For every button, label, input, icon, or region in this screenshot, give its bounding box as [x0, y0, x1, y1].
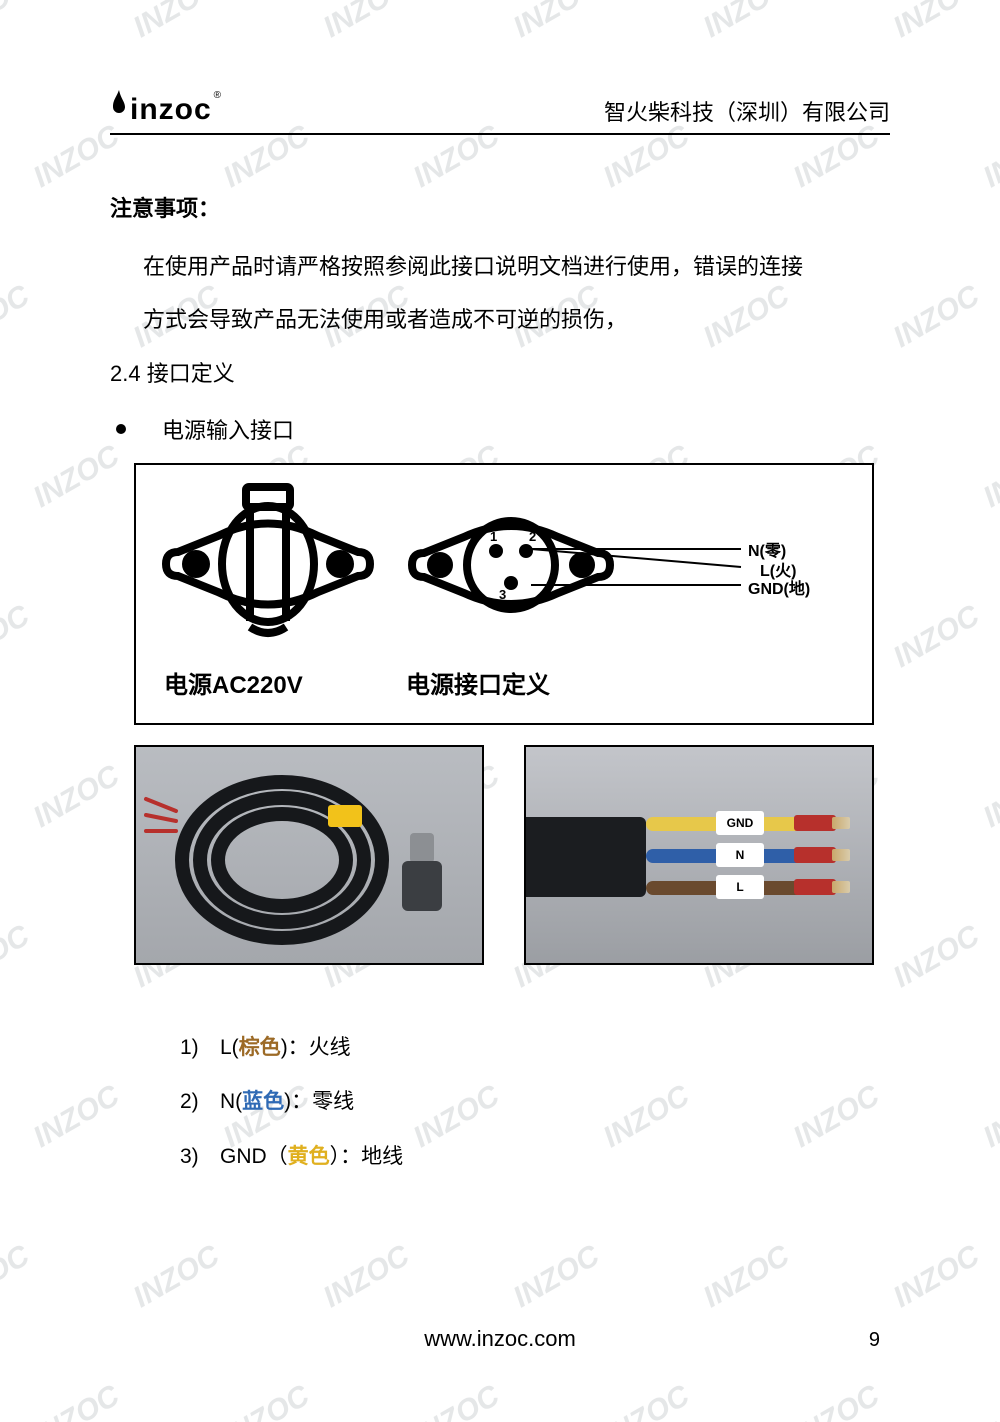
wire-tip — [794, 847, 836, 863]
bullet-label: 电源输入接口 — [162, 413, 294, 445]
cable-trunk — [526, 817, 646, 897]
list-item: 1)L(棕色)：火线 — [180, 1021, 890, 1076]
list-text: GND（黄色）：地线 — [220, 1130, 403, 1185]
photo-cable-coil — [134, 745, 484, 965]
page-header: inzoc® 智火柴科技（深圳）有限公司 — [110, 90, 890, 135]
leader-lines — [531, 535, 761, 625]
list-number: 1) — [180, 1021, 220, 1076]
svg-text:3: 3 — [499, 587, 506, 602]
page-number: 9 — [869, 1329, 880, 1352]
list-text: L(棕色)：火线 — [220, 1021, 351, 1076]
list-item: 3)GND（黄色）：地线 — [180, 1130, 890, 1185]
footer-url: www.inzoc.com — [0, 1326, 1000, 1352]
wire-tip — [794, 815, 836, 831]
brand-logo: inzoc® — [110, 90, 222, 127]
notice-para-1: 在使用产品时请严格按照参阅此接口说明文档进行使用，错误的连接 — [110, 243, 890, 291]
registered-icon: ® — [214, 90, 222, 101]
company-name: 智火柴科技（深圳）有限公司 — [604, 95, 890, 127]
list-number: 3) — [180, 1130, 220, 1185]
notice-title: 注意事项： — [110, 185, 890, 233]
list-text: N(蓝色)：零线 — [220, 1075, 354, 1130]
svg-text:1: 1 — [490, 529, 497, 544]
pin-label-g: GND(地) — [748, 575, 810, 599]
notice-para-2: 方式会导致产品无法使用或者造成不可逆的损伤， — [110, 296, 890, 344]
color-word: 黄色 — [288, 1145, 330, 1168]
logo-text: inzoc — [130, 93, 212, 126]
wire-label-n: N — [716, 843, 764, 867]
diagram-left-caption: 电源AC220V — [164, 665, 303, 700]
diagram-right-caption: 电源接口定义 — [406, 665, 550, 700]
page-content: inzoc® 智火柴科技（深圳）有限公司 注意事项： 在使用产品时请严格按照参阅… — [0, 0, 1000, 1234]
photo-wire-ends: GND N L — [524, 745, 874, 965]
photos-row: GND N L — [134, 745, 890, 965]
connector-side-icon — [158, 481, 378, 651]
color-word: 棕色 — [239, 1036, 281, 1059]
wire-label-l: L — [716, 875, 764, 899]
color-word: 蓝色 — [242, 1090, 284, 1113]
list-item: 2)N(蓝色)：零线 — [180, 1075, 890, 1130]
wire-tip — [794, 879, 836, 895]
lead-tips-icon — [142, 791, 202, 841]
list-number: 2) — [180, 1075, 220, 1130]
body-text: 注意事项： 在使用产品时请严格按照参阅此接口说明文档进行使用，错误的连接 方式会… — [110, 185, 890, 399]
section-heading: 2.4 接口定义 — [110, 350, 890, 398]
cable-plug-icon — [392, 833, 452, 923]
flame-icon — [110, 90, 128, 126]
connector-diagram: 电源AC220V 1 2 3 N(零) L(火) GN — [134, 463, 874, 725]
bullet-item: 电源输入接口 — [110, 413, 890, 445]
wire-label-gnd: GND — [716, 811, 764, 835]
wire-color-list: 1)L(棕色)：火线2)N(蓝色)：零线3)GND（黄色）：地线 — [180, 1021, 890, 1185]
bullet-icon — [116, 424, 126, 434]
